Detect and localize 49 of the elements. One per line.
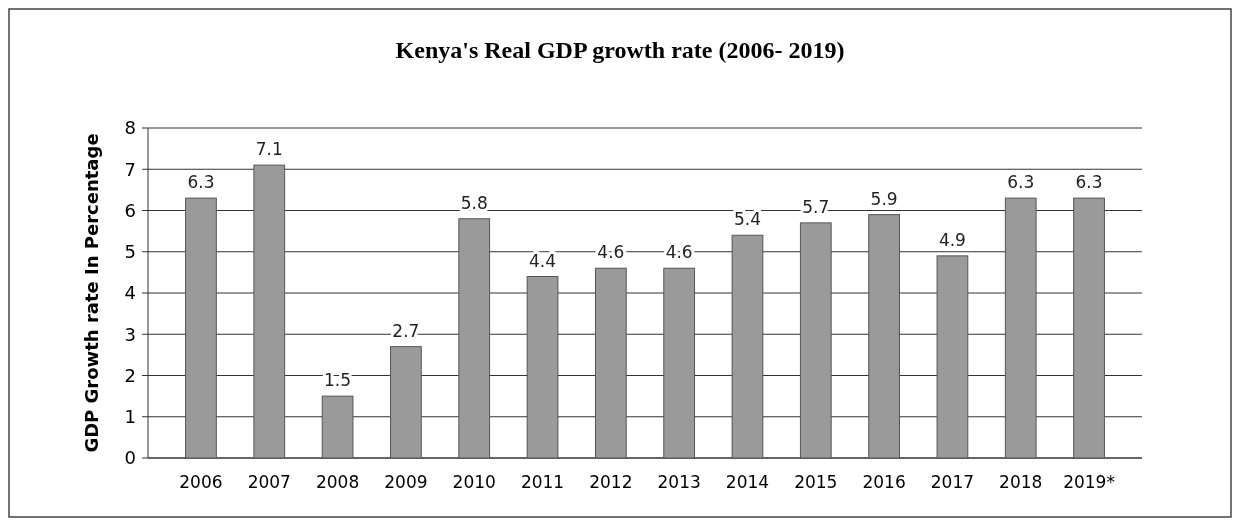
y-tick-label: 4 — [124, 282, 136, 304]
bar — [663, 267, 696, 459]
x-tick-label: 2015 — [794, 472, 838, 492]
x-tick-label: 2018 — [999, 472, 1043, 492]
y-tick-label: 0 — [124, 447, 136, 469]
bar — [458, 218, 491, 459]
x-tick-label: 2016 — [862, 472, 906, 492]
bar — [526, 276, 559, 459]
data-label: 6.3 — [1007, 172, 1035, 193]
x-tick-label: 2007 — [247, 472, 291, 492]
y-tick-label: 7 — [124, 158, 136, 180]
bar — [321, 395, 354, 459]
data-label: 4.4 — [529, 250, 557, 271]
bar — [253, 164, 286, 459]
bar — [390, 346, 422, 459]
x-tick-label: 2012 — [589, 472, 633, 492]
bar — [936, 255, 969, 459]
y-tick-label: 5 — [124, 241, 136, 263]
data-label: 5.9 — [870, 188, 898, 209]
y-tick-label: 6 — [124, 199, 136, 221]
bar — [799, 222, 832, 459]
x-tick-label: 2006 — [179, 472, 223, 492]
y-tick-label: 2 — [124, 364, 136, 386]
bar — [1073, 197, 1105, 459]
data-label: 6.3 — [187, 172, 215, 193]
x-tick-label: 2009 — [384, 472, 428, 492]
bar — [1004, 197, 1037, 459]
y-tick-label: 3 — [124, 323, 136, 345]
x-tick-label: 2013 — [657, 472, 701, 492]
x-tick-label: 2019* — [1063, 472, 1115, 492]
x-tick-label: 2017 — [930, 472, 975, 492]
bar — [868, 214, 900, 459]
bar — [594, 267, 627, 459]
data-label: 5.4 — [733, 209, 761, 230]
y-axis-title: GDP Growth rate In Percentage — [81, 133, 102, 453]
x-tick-label: 2014 — [725, 472, 770, 492]
y-tick-label: 1 — [124, 406, 136, 428]
y-tick-label: 8 — [124, 117, 136, 139]
x-tick-label: 2010 — [452, 472, 496, 492]
data-label: 6.3 — [1075, 172, 1103, 193]
data-label: 7.1 — [255, 139, 283, 160]
data-label: 4.9 — [938, 229, 966, 250]
x-tick-label: 2011 — [520, 472, 565, 492]
data-label: 1.5 — [324, 370, 352, 391]
x-tick-label: 2008 — [315, 472, 360, 492]
bar — [731, 234, 764, 459]
bar — [185, 197, 217, 459]
data-label: 5.8 — [460, 192, 488, 213]
chart-title: Kenya's Real GDP growth rate (2006- 2019) — [395, 37, 845, 63]
